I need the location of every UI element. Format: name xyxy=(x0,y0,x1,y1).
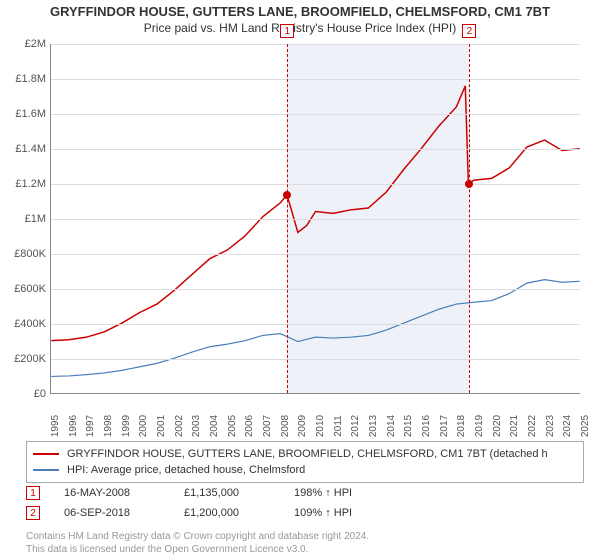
y-tick-label: £1.8M xyxy=(6,73,46,85)
credits-line: This data is licensed under the Open Gov… xyxy=(26,544,369,557)
x-tick-label: 2006 xyxy=(244,415,255,437)
x-tick-label: 1998 xyxy=(103,415,114,437)
x-tick-label: 2011 xyxy=(333,415,344,437)
sales-table: 1 16-MAY-2008 £1,135,000 198% ↑ HPI 2 06… xyxy=(26,483,394,523)
x-tick-label: 2010 xyxy=(315,415,326,437)
x-tick-label: 2025 xyxy=(580,415,591,437)
sale-marker-dot xyxy=(283,191,291,199)
sale-marker-dot xyxy=(465,180,473,188)
credits: Contains HM Land Registry data © Crown c… xyxy=(26,531,369,556)
x-tick-label: 2000 xyxy=(138,415,149,437)
x-tick-label: 2003 xyxy=(191,415,202,437)
sale-marker-icon: 1 xyxy=(26,486,40,500)
y-tick-label: £1.2M xyxy=(6,178,46,190)
x-axis-labels: 1995 1996 1997 1998 1999 2000 2001 2002 2003 2004… xyxy=(50,398,580,438)
y-tick-label: £600K xyxy=(6,283,46,295)
y-tick-label: £1M xyxy=(6,213,46,225)
x-tick-label: 2008 xyxy=(280,415,291,437)
x-tick-label: 2012 xyxy=(350,415,361,437)
y-tick-label: £1.4M xyxy=(6,143,46,155)
x-tick-label: 2014 xyxy=(386,415,397,437)
x-tick-label: 2002 xyxy=(174,415,185,437)
x-tick-label: 1999 xyxy=(121,415,132,437)
x-tick-label: 2024 xyxy=(562,415,573,437)
y-tick-label: £400K xyxy=(6,318,46,330)
sale-marker-icon: 2 xyxy=(26,506,40,520)
x-tick-label: 2023 xyxy=(545,415,556,437)
legend-row-hpi: HPI: Average price, detached house, Chel… xyxy=(33,462,577,478)
plot-area: 12 xyxy=(50,44,580,394)
x-tick-label: 2005 xyxy=(227,415,238,437)
sale-date: 16-MAY-2008 xyxy=(64,487,184,499)
x-tick-label: 2021 xyxy=(509,415,520,437)
sale-pct: 198% ↑ HPI xyxy=(294,487,394,499)
x-tick-label: 2019 xyxy=(474,415,485,437)
x-tick-label: 2013 xyxy=(368,415,379,437)
x-tick-label: 2004 xyxy=(209,415,220,437)
chart-title: GRYFFINDOR HOUSE, GUTTERS LANE, BROOMFIE… xyxy=(0,0,600,19)
x-tick-label: 2020 xyxy=(492,415,503,437)
x-tick-label: 2009 xyxy=(297,415,308,437)
y-tick-label: £2M xyxy=(6,38,46,50)
sale-price: £1,200,000 xyxy=(184,507,294,519)
y-tick-label: £1.6M xyxy=(6,108,46,120)
x-tick-label: 1996 xyxy=(68,415,79,437)
sale-row: 1 16-MAY-2008 £1,135,000 198% ↑ HPI xyxy=(26,483,394,503)
legend: GRYFFINDOR HOUSE, GUTTERS LANE, BROOMFIE… xyxy=(26,441,584,483)
sale-pct: 109% ↑ HPI xyxy=(294,507,394,519)
sale-marker-flag: 1 xyxy=(280,24,294,38)
credits-line: Contains HM Land Registry data © Crown c… xyxy=(26,531,369,544)
sale-marker-flag: 2 xyxy=(462,24,476,38)
sale-date: 06-SEP-2018 xyxy=(64,507,184,519)
chart-subtitle: Price paid vs. HM Land Registry's House … xyxy=(0,19,600,41)
x-tick-label: 1995 xyxy=(50,415,61,437)
legend-label: GRYFFINDOR HOUSE, GUTTERS LANE, BROOMFIE… xyxy=(67,448,548,460)
y-tick-label: £0 xyxy=(6,388,46,400)
sale-row: 2 06-SEP-2018 £1,200,000 109% ↑ HPI xyxy=(26,503,394,523)
x-tick-label: 2017 xyxy=(439,415,450,437)
x-tick-label: 2022 xyxy=(527,415,538,437)
x-tick-label: 2016 xyxy=(421,415,432,437)
series-hpi xyxy=(51,280,579,377)
legend-row-property: GRYFFINDOR HOUSE, GUTTERS LANE, BROOMFIE… xyxy=(33,446,577,462)
chart-container: GRYFFINDOR HOUSE, GUTTERS LANE, BROOMFIE… xyxy=(0,0,600,560)
legend-swatch xyxy=(33,469,59,471)
x-tick-label: 2007 xyxy=(262,415,273,437)
series-property xyxy=(51,86,579,341)
x-tick-label: 2015 xyxy=(403,415,414,437)
legend-label: HPI: Average price, detached house, Chel… xyxy=(67,464,305,476)
y-tick-label: £200K xyxy=(6,353,46,365)
x-tick-label: 1997 xyxy=(85,415,96,437)
sale-price: £1,135,000 xyxy=(184,487,294,499)
legend-swatch xyxy=(33,453,59,455)
y-tick-label: £800K xyxy=(6,248,46,260)
x-tick-label: 2018 xyxy=(456,415,467,437)
x-tick-label: 2001 xyxy=(156,415,167,437)
